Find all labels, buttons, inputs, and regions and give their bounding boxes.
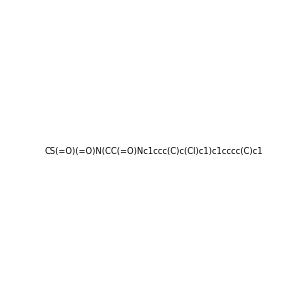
- Text: CS(=O)(=O)N(CC(=O)Nc1ccc(C)c(Cl)c1)c1cccc(C)c1: CS(=O)(=O)N(CC(=O)Nc1ccc(C)c(Cl)c1)c1ccc…: [44, 147, 263, 156]
